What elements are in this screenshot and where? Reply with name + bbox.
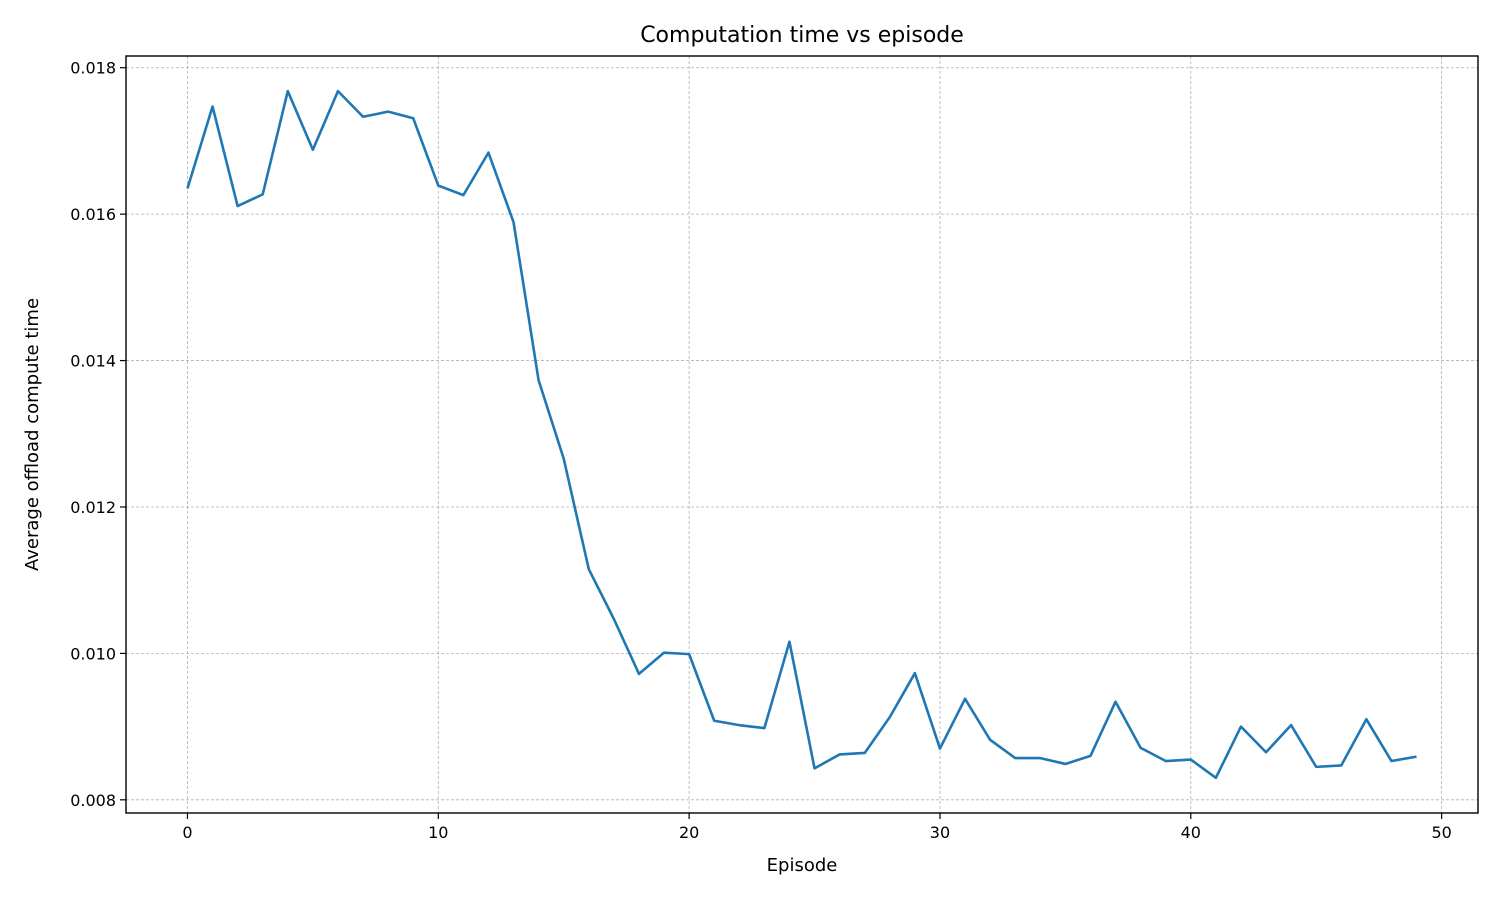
series-layer [186,89,1417,780]
y-tick-label: 0.010 [70,644,116,663]
grid-lines [126,56,1478,813]
y-axis-label: Average offload compute time [22,298,43,571]
x-tick-label: 30 [930,823,950,842]
chart-title: Computation time vs episode [640,23,964,48]
x-axis: 0 10 20 30 40 50 [182,813,1452,842]
plot-frame [125,55,1479,814]
y-tick-label: 0.008 [70,791,116,810]
x-tick-label: 40 [1181,823,1201,842]
y-tick-label: 0.018 [70,59,116,78]
x-tick-label: 20 [679,823,699,842]
series-line [186,89,1417,780]
y-tick-label: 0.016 [70,205,116,224]
y-tick-label: 0.012 [70,498,116,517]
x-tick-label: 10 [428,823,448,842]
x-axis-label: Episode [767,855,838,876]
y-axis: 0.008 0.010 0.012 0.014 0.016 0.018 [70,59,126,810]
x-tick-label: 0 [182,823,192,842]
y-tick-label: 0.014 [70,352,116,371]
x-tick-label: 50 [1431,823,1451,842]
